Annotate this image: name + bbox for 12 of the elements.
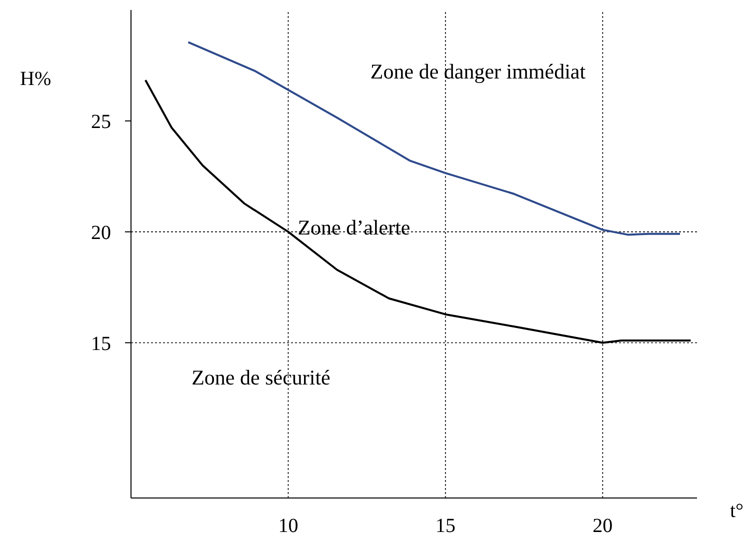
x-tick-label: 20 xyxy=(592,515,613,538)
y-tick-label: 25 xyxy=(91,111,111,134)
x-axis-title: t° xyxy=(730,500,744,523)
x-tick-label: 10 xyxy=(278,515,298,538)
annotation: Zone de danger immédiat xyxy=(370,60,586,84)
y-tick-label: 20 xyxy=(91,222,111,244)
annotation: Zone de sécurité xyxy=(192,366,330,390)
y-axis-title: H% xyxy=(20,68,52,91)
x-tick-label: 15 xyxy=(435,515,456,538)
y-tick-label: 15 xyxy=(91,332,111,355)
line-series xyxy=(187,41,682,236)
annotation: Zone d’alerte xyxy=(298,216,410,240)
